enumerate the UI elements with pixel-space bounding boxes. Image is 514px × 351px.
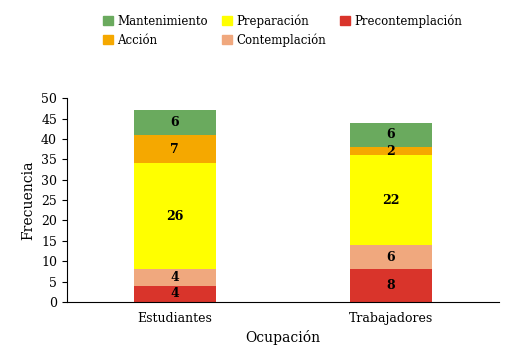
Text: 6: 6 bbox=[171, 116, 179, 129]
Text: 7: 7 bbox=[170, 143, 179, 156]
Bar bbox=[134, 286, 216, 302]
Bar bbox=[350, 245, 432, 269]
X-axis label: Ocupación: Ocupación bbox=[245, 330, 320, 345]
Bar bbox=[134, 111, 216, 135]
Bar bbox=[134, 135, 216, 164]
Bar bbox=[350, 155, 432, 245]
Y-axis label: Frecuencia: Frecuencia bbox=[22, 160, 35, 240]
Bar bbox=[134, 164, 216, 269]
Bar bbox=[134, 269, 216, 286]
Text: 6: 6 bbox=[387, 128, 395, 141]
Text: 26: 26 bbox=[166, 210, 183, 223]
Bar bbox=[350, 123, 432, 147]
Bar bbox=[350, 269, 432, 302]
Text: 2: 2 bbox=[386, 145, 395, 158]
Text: 4: 4 bbox=[170, 287, 179, 300]
Bar bbox=[350, 147, 432, 155]
Text: 22: 22 bbox=[382, 193, 399, 207]
Text: 6: 6 bbox=[387, 251, 395, 264]
Text: 4: 4 bbox=[170, 271, 179, 284]
Legend: Mantenimiento, Acción, Preparación, Contemplación, Precontemplación: Mantenimiento, Acción, Preparación, Cont… bbox=[99, 9, 467, 52]
Text: 8: 8 bbox=[387, 279, 395, 292]
